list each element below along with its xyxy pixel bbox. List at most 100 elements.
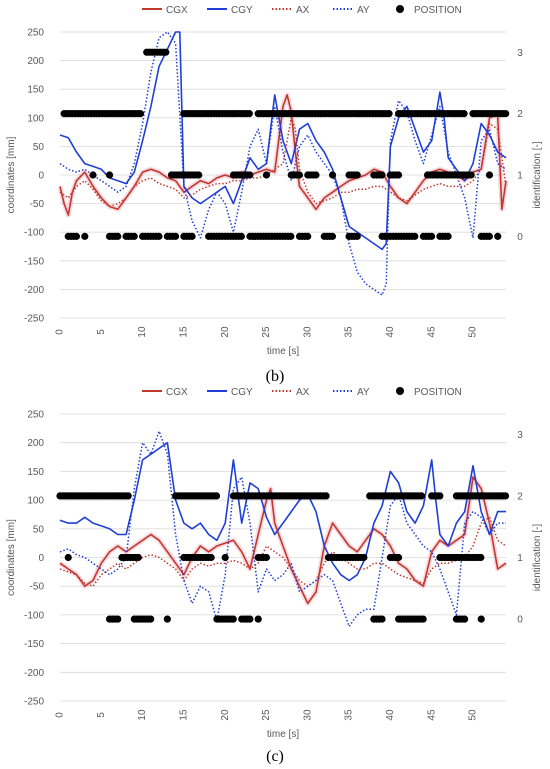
position-marker <box>229 615 237 623</box>
position-marker <box>114 615 122 623</box>
position-marker <box>411 232 419 240</box>
position-marker <box>322 492 330 500</box>
legend-label: CGY <box>231 5 253 16</box>
position-marker <box>245 110 253 118</box>
x-tick-label: 20 <box>220 326 231 338</box>
y-tick-label: -150 <box>24 639 44 650</box>
position-marker <box>105 171 114 179</box>
position-marker <box>353 232 361 240</box>
x-tick-label: 0 <box>55 712 66 718</box>
legend-label: POSITION <box>414 387 462 398</box>
position-marker <box>130 232 138 240</box>
position-marker <box>394 553 403 562</box>
position-marker <box>114 232 122 240</box>
position-marker <box>262 553 270 562</box>
series-ay-line <box>59 31 507 296</box>
position-marker <box>304 232 312 240</box>
x-axis-title: time [s] <box>267 346 299 357</box>
panel-label: (b) <box>266 368 285 385</box>
position-marker <box>328 171 337 179</box>
legend-label: AX <box>296 387 310 398</box>
position-marker <box>246 615 254 623</box>
position-marker <box>312 171 320 179</box>
position-marker <box>436 492 444 500</box>
y2-axis-title: identification [-] <box>532 141 543 208</box>
legend-label: CGX <box>166 5 188 16</box>
x-tick-label: 25 <box>261 326 272 338</box>
position-marker <box>394 171 403 179</box>
position-marker <box>328 232 337 240</box>
y2-tick-label: 3 <box>517 430 523 441</box>
position-marker <box>494 232 502 240</box>
x-tick-label: 40 <box>385 326 396 338</box>
x-tick-label: 25 <box>261 709 272 721</box>
y-tick-label: 250 <box>27 28 44 39</box>
legend-label: CGX <box>166 387 188 398</box>
x-axis-title: time [s] <box>267 729 299 740</box>
series-ay-line <box>59 430 506 628</box>
x-tick-label: 10 <box>137 326 148 338</box>
position-marker <box>72 232 81 240</box>
position-marker <box>64 553 72 562</box>
position-marker <box>163 615 171 623</box>
y2-tick-label: 2 <box>517 491 523 502</box>
x-tick-label: 30 <box>302 709 313 721</box>
legend-label: POSITION <box>414 5 462 16</box>
position-marker <box>81 232 89 240</box>
y2-tick-label: 1 <box>517 553 523 564</box>
position-marker <box>136 110 145 118</box>
position-marker <box>485 232 493 240</box>
position-marker <box>134 553 142 562</box>
y2-tick-label: 0 <box>517 615 523 626</box>
position-marker <box>124 492 132 500</box>
y-tick-label: 150 <box>27 85 44 96</box>
position-marker <box>246 171 254 179</box>
y-axis-title: coordinates [mm] <box>6 136 17 213</box>
x-tick-label: 50 <box>468 326 479 338</box>
series-position-markers <box>60 48 510 240</box>
y-tick-label: 0 <box>38 553 44 564</box>
y-tick-label: -250 <box>24 697 44 708</box>
y-tick-label: -100 <box>24 610 44 621</box>
position-marker <box>254 615 262 623</box>
y-tick-label: 50 <box>33 524 45 535</box>
position-marker <box>262 171 271 179</box>
x-tick-label: 15 <box>179 709 190 721</box>
legend-label: CGY <box>231 387 253 398</box>
x-tick-label: 5 <box>96 712 107 718</box>
position-marker <box>212 492 221 500</box>
position-marker <box>444 232 452 240</box>
legend: CGX CGY AX AY POSITION <box>142 387 462 398</box>
y-tick-label: -200 <box>24 285 44 296</box>
legend: CGX CGY AX AY POSITION <box>142 5 462 16</box>
y-tick-label: 50 <box>33 142 45 153</box>
x-tick-label: 30 <box>302 326 313 338</box>
y-tick-label: 100 <box>27 113 44 124</box>
y-tick-label: -100 <box>24 228 44 239</box>
y-tick-label: -50 <box>30 199 45 210</box>
x-tick-label: 40 <box>385 709 396 721</box>
position-marker <box>171 232 180 240</box>
position-marker <box>419 615 427 623</box>
legend-label: AY <box>357 387 370 398</box>
x-tick-label: 35 <box>344 709 355 721</box>
series-ax-line <box>59 516 507 587</box>
y-tick-label: -200 <box>24 668 44 679</box>
x-tick-label: 15 <box>179 326 190 338</box>
legend-swatch <box>396 5 404 13</box>
y-axis-title: coordinates [mm] <box>6 519 17 596</box>
y2-tick-label: 0 <box>517 232 523 243</box>
position-marker <box>195 171 203 179</box>
y2-axis-title: identification [-] <box>532 524 543 591</box>
position-marker <box>417 492 426 500</box>
position-marker <box>385 110 393 118</box>
position-marker <box>378 171 386 179</box>
y-tick-label: 200 <box>27 438 44 449</box>
position-marker <box>427 232 436 240</box>
position-marker <box>147 615 155 623</box>
y-tick-label: -150 <box>24 256 44 267</box>
legend-label: AY <box>357 5 370 16</box>
position-marker <box>378 615 386 623</box>
y-tick-label: -250 <box>24 314 44 325</box>
